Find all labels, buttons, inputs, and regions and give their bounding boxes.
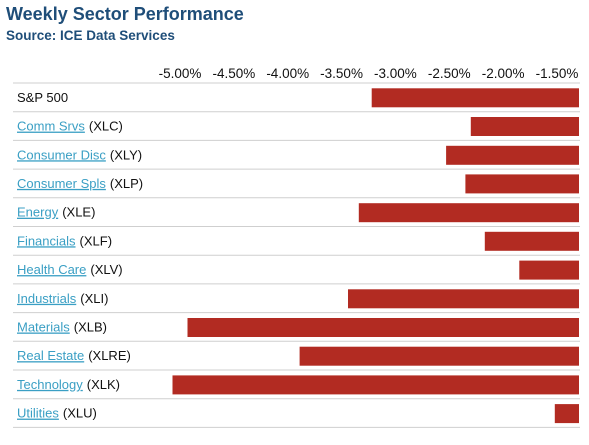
- sector-ticker: (XLC): [89, 119, 123, 134]
- bar: [465, 174, 579, 194]
- sector-ticker: (XLY): [110, 147, 142, 162]
- sector-link[interactable]: Consumer Disc: [17, 147, 106, 162]
- bar: [172, 375, 579, 395]
- sector-ticker: (XLE): [62, 205, 95, 220]
- row-label[interactable]: Consumer Spls (XLP): [17, 176, 143, 191]
- row-label[interactable]: Health Care (XLV): [17, 262, 123, 277]
- sector-ticker: (XLF): [80, 233, 113, 248]
- sector-link[interactable]: Real Estate: [17, 348, 84, 363]
- chart-title: Weekly Sector Performance: [6, 4, 244, 24]
- x-tick-label: -5.00%: [159, 66, 202, 81]
- x-tick-label: -2.50%: [428, 66, 471, 81]
- x-tick-label: -2.00%: [482, 66, 525, 81]
- sector-link[interactable]: Comm Srvs: [17, 119, 85, 134]
- x-tick-label: -4.50%: [212, 66, 255, 81]
- row-label[interactable]: Comm Srvs (XLC): [17, 119, 123, 134]
- bar: [299, 346, 579, 366]
- row-label: S&P 500: [17, 90, 68, 105]
- sector-ticker: (XLU): [63, 406, 97, 421]
- bar: [371, 88, 579, 108]
- sector-ticker: (XLB): [74, 320, 107, 335]
- row-label[interactable]: Industrials (XLI): [17, 291, 108, 306]
- row-label[interactable]: Consumer Disc (XLY): [17, 147, 142, 162]
- sector-link[interactable]: Industrials: [17, 291, 77, 306]
- x-tick-label: -3.50%: [320, 66, 363, 81]
- sector-ticker: (XLRE): [88, 348, 131, 363]
- index-label: S&P 500: [17, 90, 68, 105]
- row-label[interactable]: Technology (XLK): [17, 377, 120, 392]
- bar: [446, 145, 579, 165]
- row-label[interactable]: Energy (XLE): [17, 205, 95, 220]
- bar: [484, 231, 579, 251]
- x-tick-label: -1.50%: [536, 66, 579, 81]
- sector-ticker: (XLP): [110, 176, 143, 191]
- sector-link[interactable]: Energy: [17, 205, 59, 220]
- x-tick-label: -4.00%: [266, 66, 309, 81]
- bar: [519, 260, 579, 280]
- bar: [348, 289, 579, 309]
- bar: [554, 404, 579, 424]
- row-label[interactable]: Utilities (XLU): [17, 406, 97, 421]
- row-label[interactable]: Real Estate (XLRE): [17, 348, 131, 363]
- sector-ticker: (XLI): [80, 291, 108, 306]
- sector-ticker: (XLK): [87, 377, 120, 392]
- x-tick-label: -3.00%: [374, 66, 417, 81]
- sector-link[interactable]: Consumer Spls: [17, 176, 106, 191]
- row-label[interactable]: Financials (XLF): [17, 233, 112, 248]
- bar: [187, 318, 579, 337]
- row-label[interactable]: Materials (XLB): [17, 320, 107, 335]
- chart-subtitle: Source: ICE Data Services: [6, 28, 175, 43]
- sector-link[interactable]: Health Care: [17, 262, 86, 277]
- bar: [470, 117, 579, 136]
- sector-ticker: (XLV): [90, 262, 122, 277]
- sector-link[interactable]: Utilities: [17, 406, 59, 421]
- bar: [358, 203, 579, 223]
- sector-link[interactable]: Financials: [17, 233, 76, 248]
- sector-link[interactable]: Technology: [17, 377, 83, 392]
- sector-link[interactable]: Materials: [17, 320, 70, 335]
